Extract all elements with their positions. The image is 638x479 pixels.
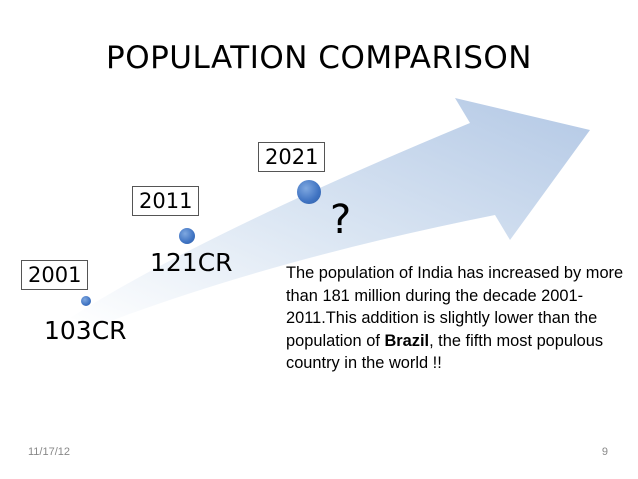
brazil-highlight: Brazil: [384, 331, 430, 350]
year-box-2011: 2011: [132, 186, 200, 216]
population-2011: 121CR: [150, 248, 233, 277]
milestone-dot-2001: [81, 296, 91, 306]
footer-date: 11/17/12: [28, 446, 71, 458]
arrow-body: [70, 98, 590, 325]
milestone-dot-2011: [179, 228, 195, 244]
description-text: The population of India has increased by…: [286, 262, 626, 375]
description-part2: , the fifth most populous country in the…: [286, 331, 604, 373]
description-part1: The population of India has increased by…: [286, 264, 624, 350]
year-box-2021: 2021: [258, 142, 326, 172]
year-box-2001: 2001: [21, 260, 89, 290]
population-2001: 103CR: [44, 316, 127, 345]
milestone-dot-2021: [297, 180, 321, 204]
page-number: 9: [601, 446, 608, 458]
slide-title: POPULATION COMPARISON: [106, 40, 532, 76]
population-2021-unknown: ?: [330, 197, 352, 243]
